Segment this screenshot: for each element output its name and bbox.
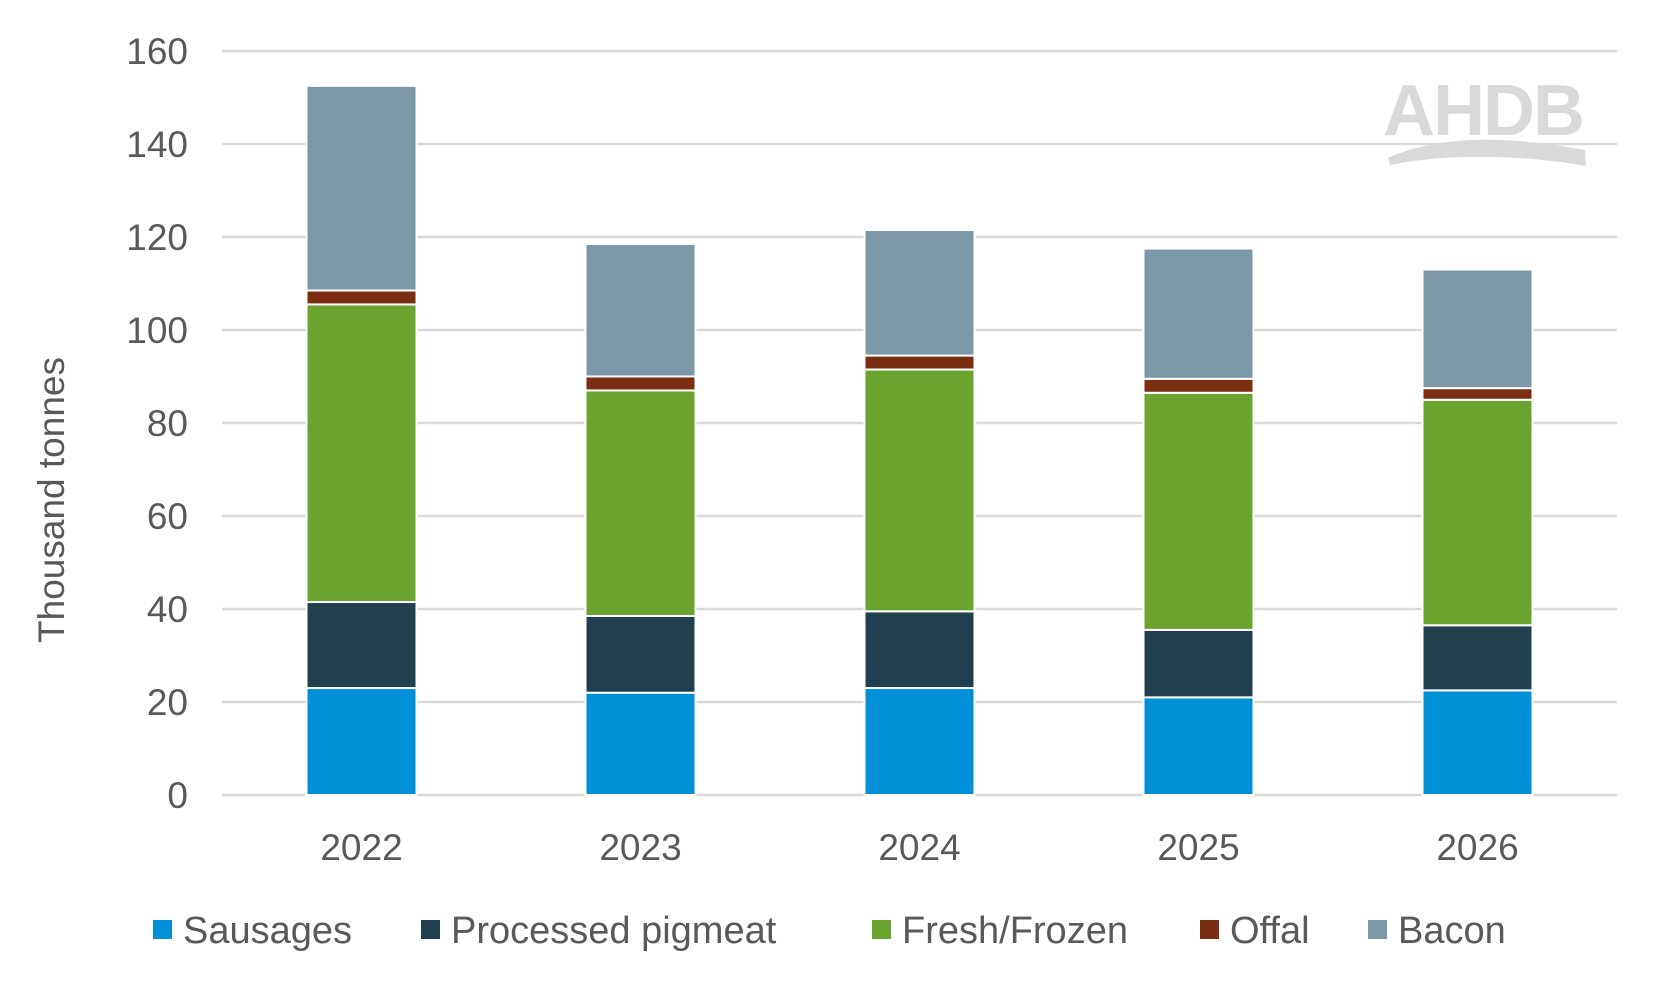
x-tick-label: 2024 <box>878 827 960 868</box>
x-tick-label: 2025 <box>1157 827 1239 868</box>
bar-segment-offal <box>1421 387 1534 401</box>
y-tick-label: 120 <box>126 217 188 258</box>
legend-label: Bacon <box>1398 910 1506 952</box>
legend-label: Processed pigmeat <box>451 910 777 952</box>
y-tick-label: 60 <box>147 496 188 537</box>
legend-swatch <box>153 920 172 939</box>
bar-segment-fresh-frozen <box>863 368 976 613</box>
bar-segment-sausages <box>305 687 418 796</box>
x-tick-label: 2022 <box>320 827 402 868</box>
y-tick-label: 40 <box>147 589 188 630</box>
legend-label: Offal <box>1230 910 1310 952</box>
bar-segment-processed-pigmeat <box>1142 628 1255 699</box>
bar-segment-bacon <box>1142 247 1255 380</box>
bar-segment-sausages <box>1142 696 1255 796</box>
ahdb-logo: AHDB <box>1383 71 1586 166</box>
y-axis-tick-labels: 0 20 40 60 80 100 120 140 160 <box>126 31 188 816</box>
legend-label: Fresh/Frozen <box>902 910 1128 952</box>
bar-segment-offal <box>584 375 697 392</box>
logo-swoosh <box>1388 139 1586 166</box>
bar-segment-processed-pigmeat <box>305 601 418 690</box>
legend: Sausages Processed pigmeat Fresh/Frozen Off… <box>153 910 1506 952</box>
legend-swatch <box>421 920 440 939</box>
bar-segment-processed-pigmeat <box>584 614 697 694</box>
bar-segment-sausages <box>1421 689 1534 796</box>
bar-segment-fresh-frozen <box>1421 398 1534 627</box>
bar-segment-bacon <box>863 229 976 357</box>
y-tick-label: 160 <box>126 31 188 72</box>
x-tick-label: 2023 <box>599 827 681 868</box>
bar-segment-sausages <box>863 687 976 796</box>
y-tick-label: 80 <box>147 403 188 444</box>
bar-segment-offal <box>863 354 976 371</box>
bar-segment-offal <box>1142 377 1255 394</box>
legend-swatch <box>872 920 891 939</box>
bar-segment-fresh-frozen <box>305 303 418 604</box>
bar-segment-offal <box>305 289 418 306</box>
legend-label: Sausages <box>183 910 352 952</box>
bar-segment-sausages <box>584 691 697 797</box>
y-tick-label: 100 <box>126 310 188 351</box>
bar-segment-bacon <box>305 84 418 292</box>
bar-segment-fresh-frozen <box>584 389 697 617</box>
bar-segment-bacon <box>584 242 697 378</box>
x-tick-label: 2026 <box>1436 827 1518 868</box>
bar-segment-processed-pigmeat <box>1421 624 1534 692</box>
bar-segment-bacon <box>1421 268 1534 390</box>
legend-swatch <box>1200 920 1219 939</box>
logo-wordmark: AHDB <box>1383 71 1583 151</box>
x-axis-tick-labels: 2022 2023 2024 2025 2026 <box>320 827 1518 868</box>
y-tick-label: 0 <box>167 775 188 816</box>
y-tick-label: 20 <box>147 682 188 723</box>
bar-segment-processed-pigmeat <box>863 610 976 690</box>
y-tick-label: 140 <box>126 124 188 165</box>
y-axis-title: Thousand tonnes <box>31 357 72 643</box>
bars <box>305 84 1534 797</box>
bar-segment-fresh-frozen <box>1142 391 1255 631</box>
legend-swatch <box>1368 920 1387 939</box>
